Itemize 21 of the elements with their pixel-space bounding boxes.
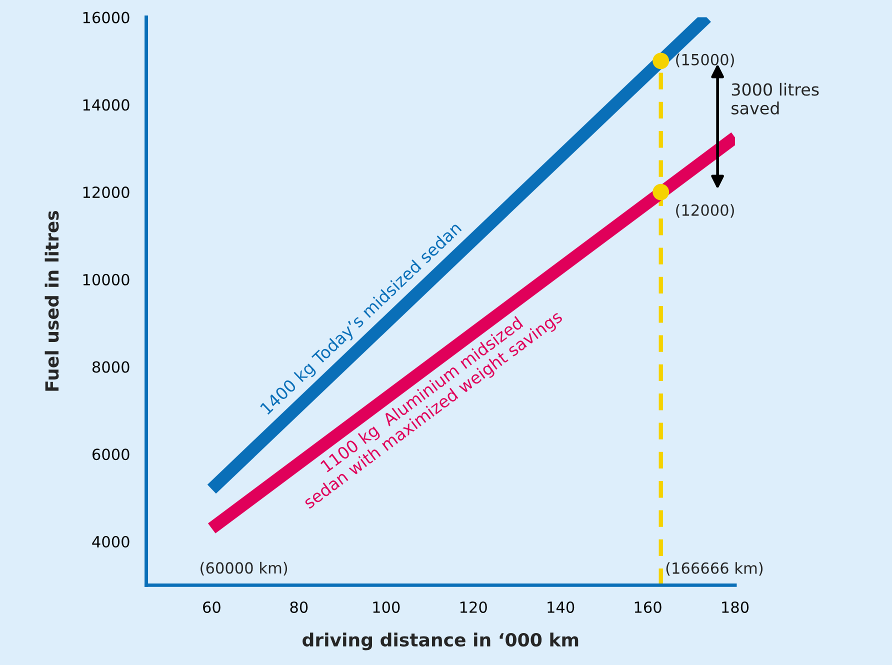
data-label: (15000) [676, 54, 734, 68]
annotation: 3000 litres saved [732, 82, 819, 114]
x-tick-label: 160 [634, 601, 662, 613]
x-tick-label: 180 [722, 601, 749, 613]
x-tick-label: 100 [373, 601, 400, 613]
y-tick-label: 10000 [83, 274, 130, 286]
data-label: (12000) [676, 204, 734, 218]
annotation: (60000 km) [200, 562, 288, 576]
x-tick-label: 80 [290, 601, 308, 613]
y-tick-label: 6000 [92, 448, 130, 460]
y-tick-label: 16000 [83, 12, 130, 24]
y-axis-title: Fuel used in litres [44, 210, 59, 391]
x-tick-label: 60 [203, 601, 220, 613]
x-tick-label: 140 [548, 601, 574, 613]
y-tick-label: 4000 [92, 536, 130, 548]
y-tick-label: 14000 [83, 99, 130, 111]
x-axis-title: driving distance in ‘000 km [302, 632, 578, 650]
x-tick-label: 120 [460, 601, 487, 613]
ref-line-label: (166666 km) [666, 562, 763, 576]
y-tick-label: 8000 [92, 361, 130, 373]
y-tick-label: 12000 [83, 186, 130, 198]
